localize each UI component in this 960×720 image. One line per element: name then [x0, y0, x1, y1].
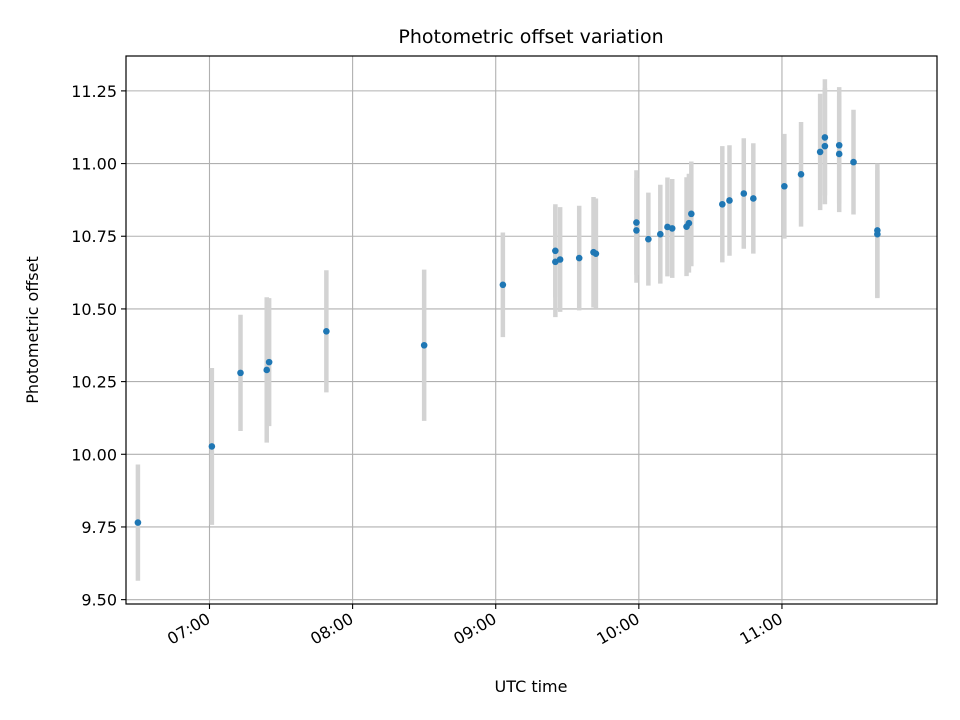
data-point	[719, 200, 726, 208]
y-tick-label: 9.50	[81, 591, 117, 610]
data-point	[781, 182, 788, 190]
y-tick-label: 11.25	[71, 82, 117, 101]
x-axis: 07:00 08:00 09:00 10:00 11:00	[164, 604, 786, 649]
data-point	[657, 230, 664, 238]
data-point	[835, 141, 843, 149]
x-axis-label: UTC time	[495, 677, 568, 696]
x-tick-label: 10:00	[593, 609, 642, 649]
plot-frame	[125, 55, 938, 605]
data-point	[263, 366, 271, 374]
x-tick-label: 11:00	[737, 609, 786, 649]
data-point	[420, 341, 428, 349]
y-axis-label: Photometric offset	[23, 256, 42, 404]
data-point	[499, 281, 507, 289]
data-point	[816, 148, 824, 156]
data-point	[685, 219, 693, 227]
y-tick-label: 11.00	[71, 155, 117, 174]
errorbars	[135, 79, 880, 581]
data-point	[208, 443, 216, 450]
data-point	[556, 256, 564, 263]
data-point	[552, 247, 559, 255]
x-tick-label: 09:00	[450, 609, 499, 649]
data-point	[633, 227, 640, 234]
data-point	[750, 195, 757, 202]
y-tick-label: 9.75	[81, 518, 117, 537]
data-point	[850, 158, 857, 166]
x-tick-label: 07:00	[164, 609, 213, 649]
data-point	[668, 225, 676, 232]
data-point	[575, 254, 583, 262]
y-tick-label: 10.50	[71, 300, 117, 319]
data-point	[237, 369, 244, 377]
data-point	[740, 190, 748, 197]
grid	[126, 56, 937, 604]
data-point	[592, 250, 600, 257]
data-points	[134, 134, 881, 526]
y-axis: 9.50 9.75 10.00 10.25 10.50 10.75 11.00 11.25	[71, 82, 126, 610]
data-point	[265, 358, 273, 366]
data-point	[835, 150, 843, 158]
data-point	[797, 171, 805, 178]
data-point	[323, 328, 330, 335]
chart-title: Photometric offset variation	[398, 26, 663, 48]
data-point	[821, 134, 829, 141]
y-tick-label: 10.25	[71, 373, 117, 392]
data-point	[821, 142, 829, 150]
data-point	[645, 235, 652, 243]
y-tick-label: 10.00	[71, 445, 117, 464]
data-point	[688, 210, 695, 218]
y-tick-label: 10.75	[71, 227, 117, 246]
x-tick-label: 08:00	[307, 609, 356, 649]
data-point	[726, 197, 733, 204]
data-point	[633, 219, 640, 226]
data-point	[874, 230, 881, 238]
data-point	[134, 519, 142, 526]
